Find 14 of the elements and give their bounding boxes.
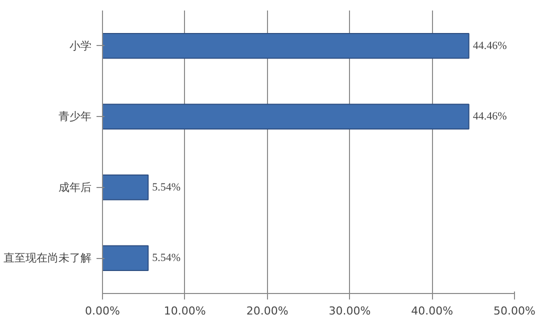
data-label: 5.54% <box>152 252 181 264</box>
data-label: 44.46% <box>472 110 507 123</box>
data-label: 5.54% <box>152 181 181 194</box>
y-tick-label: 小学 <box>70 39 92 52</box>
x-tick-label: 10.00% <box>164 304 206 318</box>
x-tick-label: 50.00% <box>494 304 536 318</box>
data-label: 44.46% <box>472 40 507 52</box>
y-tick-label: 青少年 <box>58 110 92 124</box>
y-tick-label: 成年后 <box>58 180 92 194</box>
x-tick-label: 20.00% <box>246 304 288 318</box>
y-tick-label: 直至现在尚未了解 <box>4 252 92 265</box>
x-tick-label: 0.00% <box>85 304 120 318</box>
x-tick-label: 40.00% <box>411 304 454 318</box>
x-tick-label: 30.00% <box>328 304 371 318</box>
